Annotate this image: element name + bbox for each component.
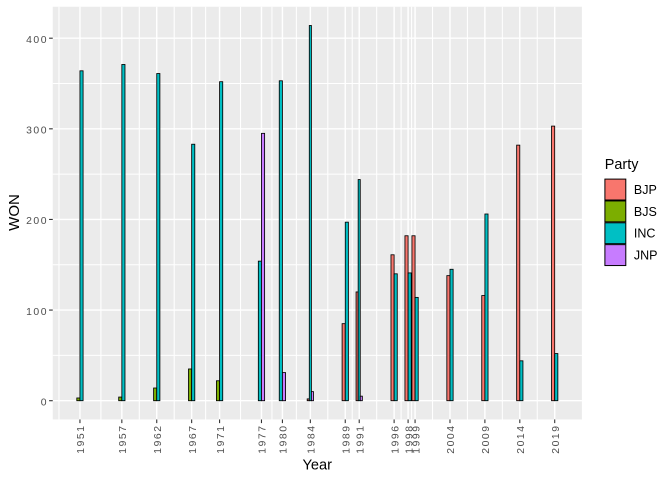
svg-text:1984: 1984 — [307, 424, 318, 453]
svg-text:100: 100 — [26, 307, 48, 318]
svg-text:300: 300 — [26, 126, 48, 137]
svg-text:2004: 2004 — [446, 424, 457, 453]
svg-text:1977: 1977 — [258, 424, 269, 453]
svg-text:BJP: BJP — [634, 183, 657, 197]
svg-text:200: 200 — [26, 216, 48, 227]
svg-text:400: 400 — [26, 35, 48, 46]
svg-text:Party: Party — [605, 157, 639, 173]
svg-text:1996: 1996 — [390, 424, 401, 453]
svg-text:2014: 2014 — [516, 424, 527, 453]
svg-text:Year: Year — [302, 458, 332, 474]
svg-text:BJS: BJS — [634, 205, 657, 219]
svg-text:1962: 1962 — [153, 424, 164, 453]
svg-text:1951: 1951 — [76, 424, 87, 453]
svg-text:2019: 2019 — [551, 424, 562, 453]
svg-text:JNP: JNP — [634, 249, 658, 263]
svg-text:1967: 1967 — [188, 424, 199, 453]
svg-text:1957: 1957 — [118, 424, 129, 453]
svg-text:INC: INC — [634, 227, 656, 241]
svg-text:WON: WON — [6, 194, 23, 231]
svg-text:1999: 1999 — [411, 424, 422, 453]
svg-text:1980: 1980 — [279, 424, 290, 453]
svg-text:1998: 1998 — [404, 424, 415, 453]
svg-text:0: 0 — [41, 397, 48, 408]
svg-text:1991: 1991 — [355, 424, 366, 453]
svg-text:1989: 1989 — [341, 424, 352, 453]
svg-text:2009: 2009 — [481, 424, 492, 453]
svg-text:1971: 1971 — [216, 424, 227, 453]
